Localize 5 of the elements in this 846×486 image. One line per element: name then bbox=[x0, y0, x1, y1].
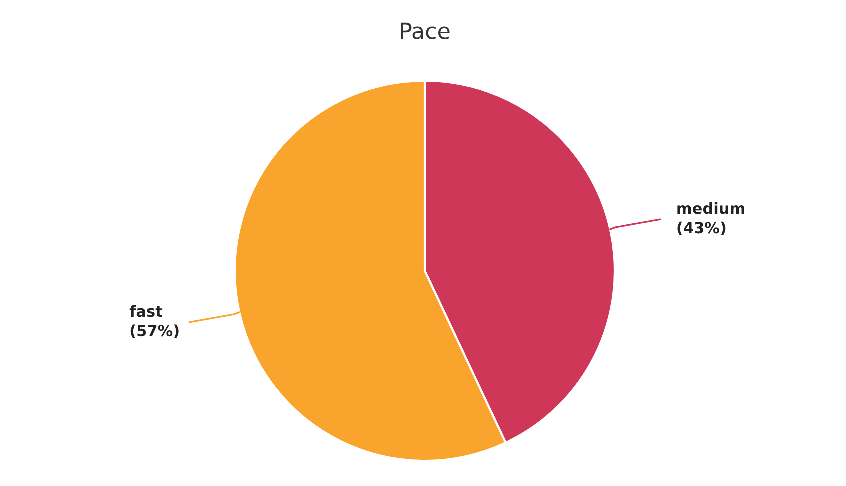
slice-label: fast bbox=[130, 305, 163, 318]
slice-label: medium bbox=[678, 202, 744, 214]
data-label: (57%) bbox=[130, 324, 179, 338]
chart-title: Pace bbox=[401, 22, 450, 40]
data-label: (43%) bbox=[678, 222, 726, 236]
